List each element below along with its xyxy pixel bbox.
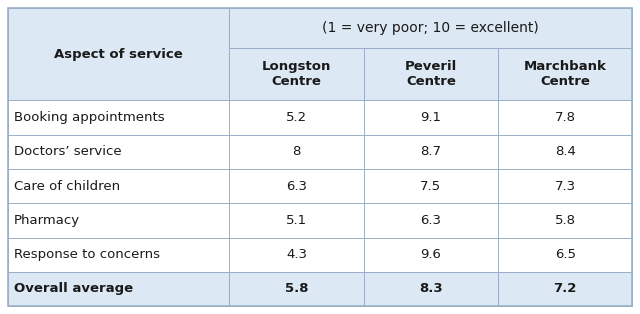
Bar [8, 237, 229, 272]
Bar [8, 203, 229, 237]
Text: 7.5: 7.5 [420, 180, 442, 192]
Text: Booking appointments: Booking appointments [14, 111, 164, 124]
Bar [229, 48, 364, 100]
Bar [498, 237, 632, 272]
Bar [364, 169, 498, 203]
Bar [8, 100, 229, 135]
Text: 8.4: 8.4 [555, 145, 575, 158]
Bar [229, 100, 364, 135]
Bar [229, 8, 632, 48]
Text: 7.2: 7.2 [554, 283, 577, 295]
Text: Overall average: Overall average [14, 283, 133, 295]
Bar [229, 169, 364, 203]
Bar [498, 169, 632, 203]
Text: 6.5: 6.5 [555, 248, 575, 261]
Text: Longston
Centre: Longston Centre [262, 60, 332, 88]
Bar [229, 237, 364, 272]
Text: 8: 8 [292, 145, 301, 158]
Bar [498, 48, 632, 100]
Text: Doctors’ service: Doctors’ service [14, 145, 122, 158]
Text: 5.2: 5.2 [286, 111, 307, 124]
Text: Peveril
Centre: Peveril Centre [404, 60, 457, 88]
Bar [498, 100, 632, 135]
Text: Pharmacy: Pharmacy [14, 214, 80, 227]
Bar [229, 272, 364, 306]
Bar [229, 135, 364, 169]
Text: 8.3: 8.3 [419, 283, 443, 295]
Text: 6.3: 6.3 [420, 214, 442, 227]
Text: 5.1: 5.1 [286, 214, 307, 227]
Text: (1 = very poor; 10 = excellent): (1 = very poor; 10 = excellent) [323, 21, 540, 35]
Text: Response to concerns: Response to concerns [14, 248, 160, 261]
Text: 4.3: 4.3 [286, 248, 307, 261]
Bar [229, 203, 364, 237]
Text: 7.3: 7.3 [555, 180, 576, 192]
Bar [498, 135, 632, 169]
Bar [364, 48, 498, 100]
Text: Care of children: Care of children [14, 180, 120, 192]
Bar [364, 135, 498, 169]
Text: 5.8: 5.8 [555, 214, 575, 227]
Bar [498, 203, 632, 237]
Bar [364, 203, 498, 237]
Bar [498, 272, 632, 306]
Text: Aspect of service: Aspect of service [54, 48, 183, 61]
Text: 5.8: 5.8 [285, 283, 308, 295]
Text: 9.1: 9.1 [420, 111, 442, 124]
Text: 9.6: 9.6 [420, 248, 442, 261]
Bar [364, 272, 498, 306]
Bar [8, 135, 229, 169]
Text: 8.7: 8.7 [420, 145, 442, 158]
Bar [8, 169, 229, 203]
Bar [8, 272, 229, 306]
Bar [364, 237, 498, 272]
Text: 6.3: 6.3 [286, 180, 307, 192]
Bar [8, 8, 229, 100]
Bar [364, 100, 498, 135]
Text: 7.8: 7.8 [555, 111, 575, 124]
Text: Marchbank
Centre: Marchbank Centre [524, 60, 607, 88]
